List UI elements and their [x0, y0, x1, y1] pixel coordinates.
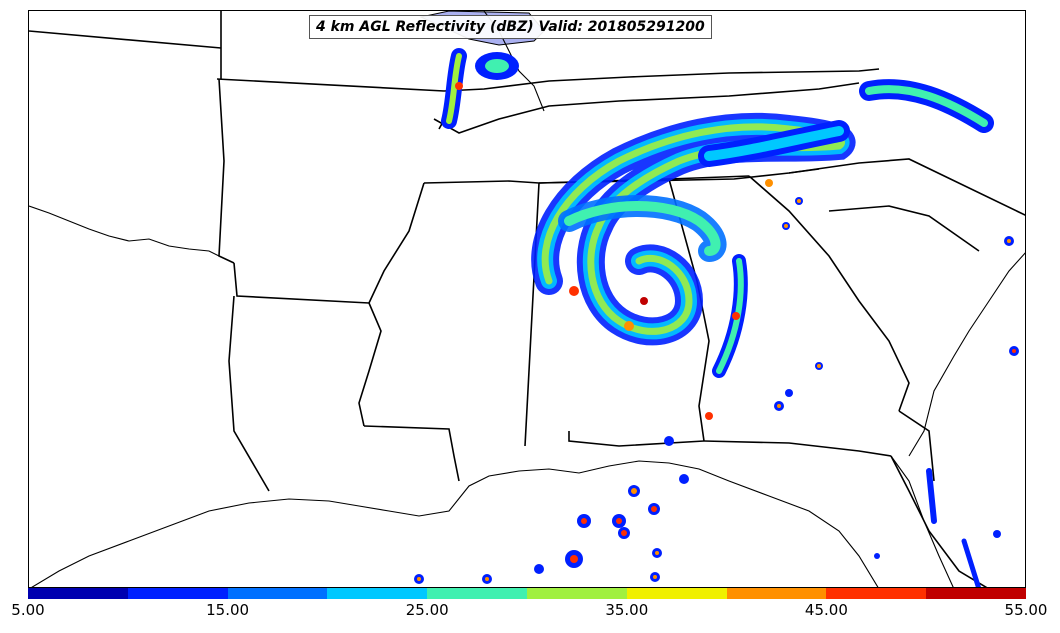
coastline — [29, 11, 1025, 587]
reflectivity-map — [29, 11, 1025, 587]
colorbar-tick-label: 15.00 — [206, 601, 250, 619]
colorbar-segment — [526, 588, 627, 599]
colorbar-labels: 5.00 15.00 25.00 35.00 45.00 55.00 — [0, 601, 1060, 623]
colorbar-segment — [926, 588, 1026, 599]
colorbar-segment — [427, 588, 527, 599]
colorbar-tick-label: 35.00 — [605, 601, 649, 619]
colorbar-segment — [726, 588, 827, 599]
colorbar-segment — [826, 588, 927, 599]
colorbar-segment — [327, 588, 428, 599]
colorbar-segment — [626, 588, 727, 599]
colorbar-segment — [28, 588, 128, 599]
map-title: 4 km AGL Reflectivity (dBZ) Valid: 20180… — [309, 15, 712, 39]
colorbar-segment — [227, 588, 328, 599]
storm-reflectivity — [414, 48, 1019, 587]
map-panel — [28, 10, 1026, 588]
colorbar-segment — [127, 588, 228, 599]
colorbar-tick-label: 45.00 — [804, 601, 848, 619]
colorbar-tick-label: 5.00 — [11, 601, 45, 619]
colorbar-tick-label: 55.00 — [1004, 601, 1048, 619]
colorbar — [28, 588, 1026, 599]
colorbar-tick-label: 25.00 — [405, 601, 449, 619]
